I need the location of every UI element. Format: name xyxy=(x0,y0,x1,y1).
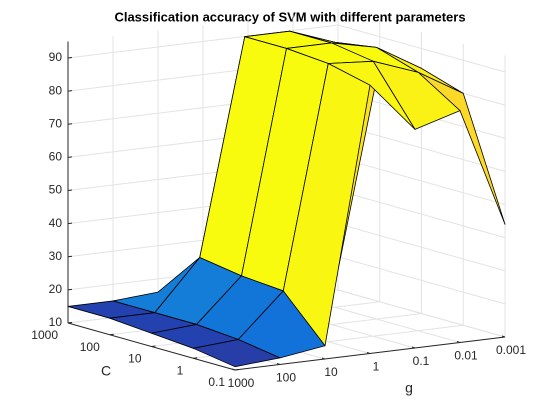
x-tick xyxy=(366,352,371,354)
x-tick-label: 0.1 xyxy=(413,354,430,368)
x-tick xyxy=(321,357,326,360)
y-tick-label: 100 xyxy=(80,340,100,354)
x-tick xyxy=(276,363,281,365)
x-axis-label: g xyxy=(405,380,413,396)
y-tick-label: 0.1 xyxy=(208,375,225,389)
chart-title: Classification accuracy of SVM with diff… xyxy=(114,9,465,24)
z-tick xyxy=(67,255,73,258)
z-tick-label: 90 xyxy=(49,50,63,64)
y-tick-label: 1000 xyxy=(31,328,58,342)
z-tick-label: 60 xyxy=(49,150,63,164)
x-tick xyxy=(231,368,236,371)
z-tick xyxy=(67,222,73,225)
z-tick xyxy=(67,57,73,59)
y-tick xyxy=(234,369,240,371)
y-tick-label: 10 xyxy=(128,352,142,366)
x-tick-label: 100 xyxy=(276,371,296,385)
z-tick-label: 30 xyxy=(49,249,63,263)
x-tick xyxy=(456,341,461,343)
z-tick-label: 20 xyxy=(49,282,63,296)
x-tick-label: 1000 xyxy=(228,376,255,390)
x-tick-label: 0.01 xyxy=(454,349,478,363)
z-tick-label: 50 xyxy=(49,183,63,197)
z-tick xyxy=(67,189,73,191)
x-tick xyxy=(501,335,506,338)
z-tick-label: 80 xyxy=(49,83,63,97)
y-tick xyxy=(67,322,73,324)
z-tick xyxy=(67,288,73,291)
y-axis-label: C xyxy=(101,363,111,379)
z-tick-label: 40 xyxy=(49,216,63,230)
surface-face xyxy=(192,339,281,368)
x-tick xyxy=(411,346,416,349)
z-tick-label: 70 xyxy=(49,116,63,130)
x-tick-label: 0.001 xyxy=(496,343,526,357)
z-tick-label: 10 xyxy=(49,315,63,329)
y-tick xyxy=(193,357,198,359)
y-tick xyxy=(151,345,156,347)
y-tick-label: 1 xyxy=(177,363,184,377)
x-tick-label: 1 xyxy=(373,360,380,374)
z-tick xyxy=(67,156,73,158)
y-tick xyxy=(109,333,114,336)
z-tick xyxy=(67,123,73,125)
z-tick xyxy=(67,90,73,92)
x-tick-label: 10 xyxy=(324,365,338,379)
